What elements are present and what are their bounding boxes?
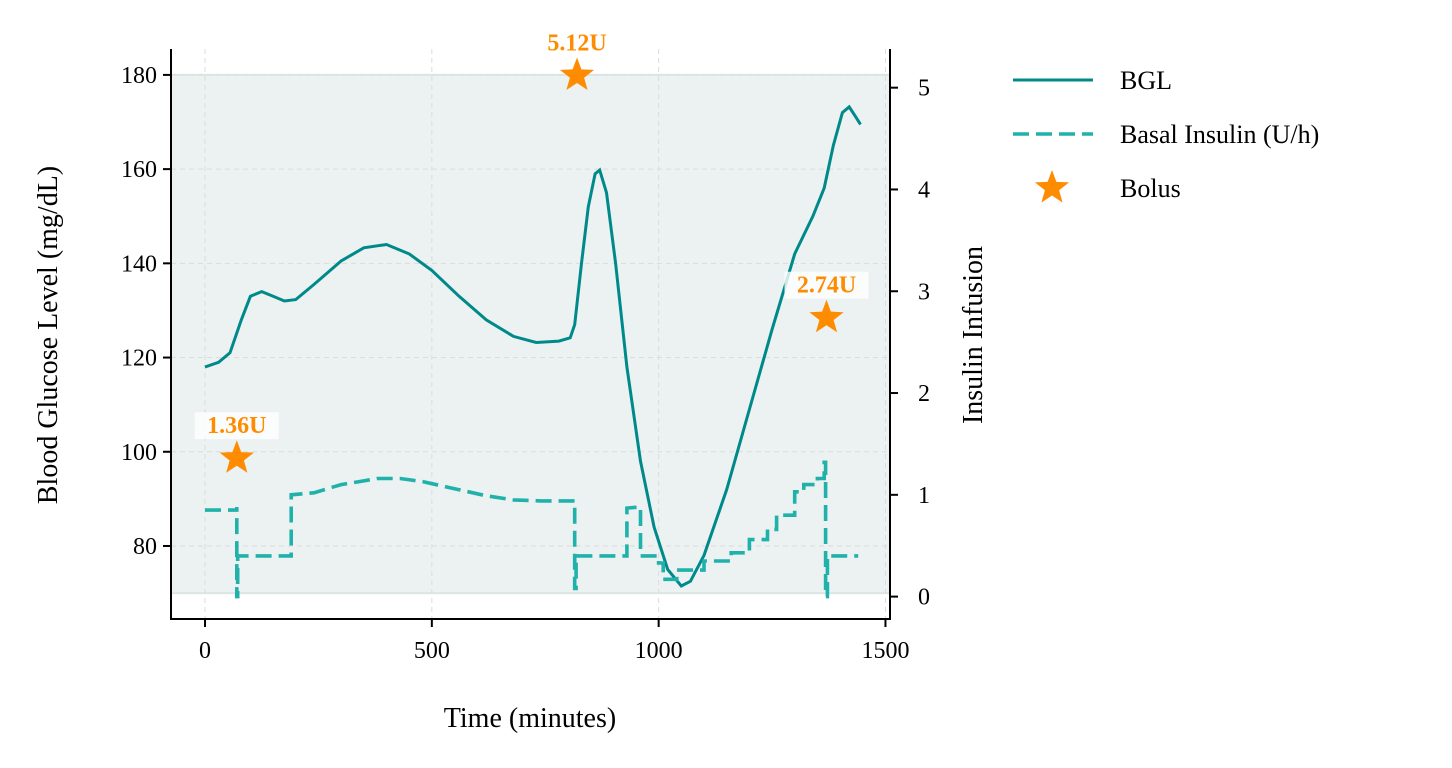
y-axis-label: Blood Glucose Level (mg/dL) bbox=[33, 166, 64, 504]
bolus-markers: 1.36U 5.12U 2.74U bbox=[194, 29, 869, 473]
bolus-label-background bbox=[194, 412, 279, 440]
y2-tick-label: 1 bbox=[918, 483, 930, 509]
bolus-label-background bbox=[534, 29, 619, 57]
x-tick-label: 1500 bbox=[861, 638, 909, 664]
y-tick-label: 100 bbox=[121, 440, 157, 466]
target-range-band bbox=[171, 74, 890, 594]
y-tick-label: 120 bbox=[121, 346, 157, 372]
y-tick-label: 160 bbox=[121, 157, 157, 183]
y2-axis-label: Insulin Infusion bbox=[958, 246, 989, 424]
y-tick-label: 80 bbox=[133, 534, 157, 560]
legend-label: Basal Insulin (U/h) bbox=[1120, 120, 1319, 149]
y2-tick-label: 4 bbox=[918, 177, 930, 203]
bolus-label-background bbox=[784, 271, 869, 299]
x-tick-label: 500 bbox=[414, 638, 450, 664]
y-tick-label: 140 bbox=[121, 251, 157, 277]
x-tick-label: 1000 bbox=[635, 638, 683, 664]
legend-label: Bolus bbox=[1120, 174, 1181, 203]
y2-tick-label: 0 bbox=[918, 585, 930, 611]
bgl-series-line bbox=[204, 104, 862, 588]
bolus-marker bbox=[809, 299, 844, 333]
y2-tick-label: 2 bbox=[918, 381, 930, 407]
basal-insulin-series-line bbox=[205, 460, 859, 599]
legend-label: BGL bbox=[1120, 66, 1172, 95]
y2-tick-label: 5 bbox=[918, 76, 930, 102]
grid-lines bbox=[171, 49, 890, 619]
bolus-marker bbox=[219, 440, 254, 473]
x-tick-label: 0 bbox=[199, 638, 211, 664]
y-tick-label: 180 bbox=[121, 63, 157, 89]
plot-area: 1.36U 5.12U 2.74U bbox=[171, 29, 890, 619]
y2-tick-label: 3 bbox=[918, 279, 930, 305]
bolus-label: 1.36U bbox=[207, 413, 266, 439]
bolus-label: 2.74U bbox=[797, 273, 856, 299]
legend: BGL Basal Insulin (U/h) Bolus bbox=[1013, 66, 1319, 203]
axes: 0 500 1000 1500 80 100 120 140 160 180 0 1 2 3 4 5 bbox=[121, 49, 930, 664]
x-axis-label: Time (minutes) bbox=[444, 703, 616, 734]
legend-bolus-swatch bbox=[1034, 170, 1070, 203]
bolus-label: 5.12U bbox=[547, 30, 606, 56]
bolus-marker bbox=[559, 57, 595, 90]
